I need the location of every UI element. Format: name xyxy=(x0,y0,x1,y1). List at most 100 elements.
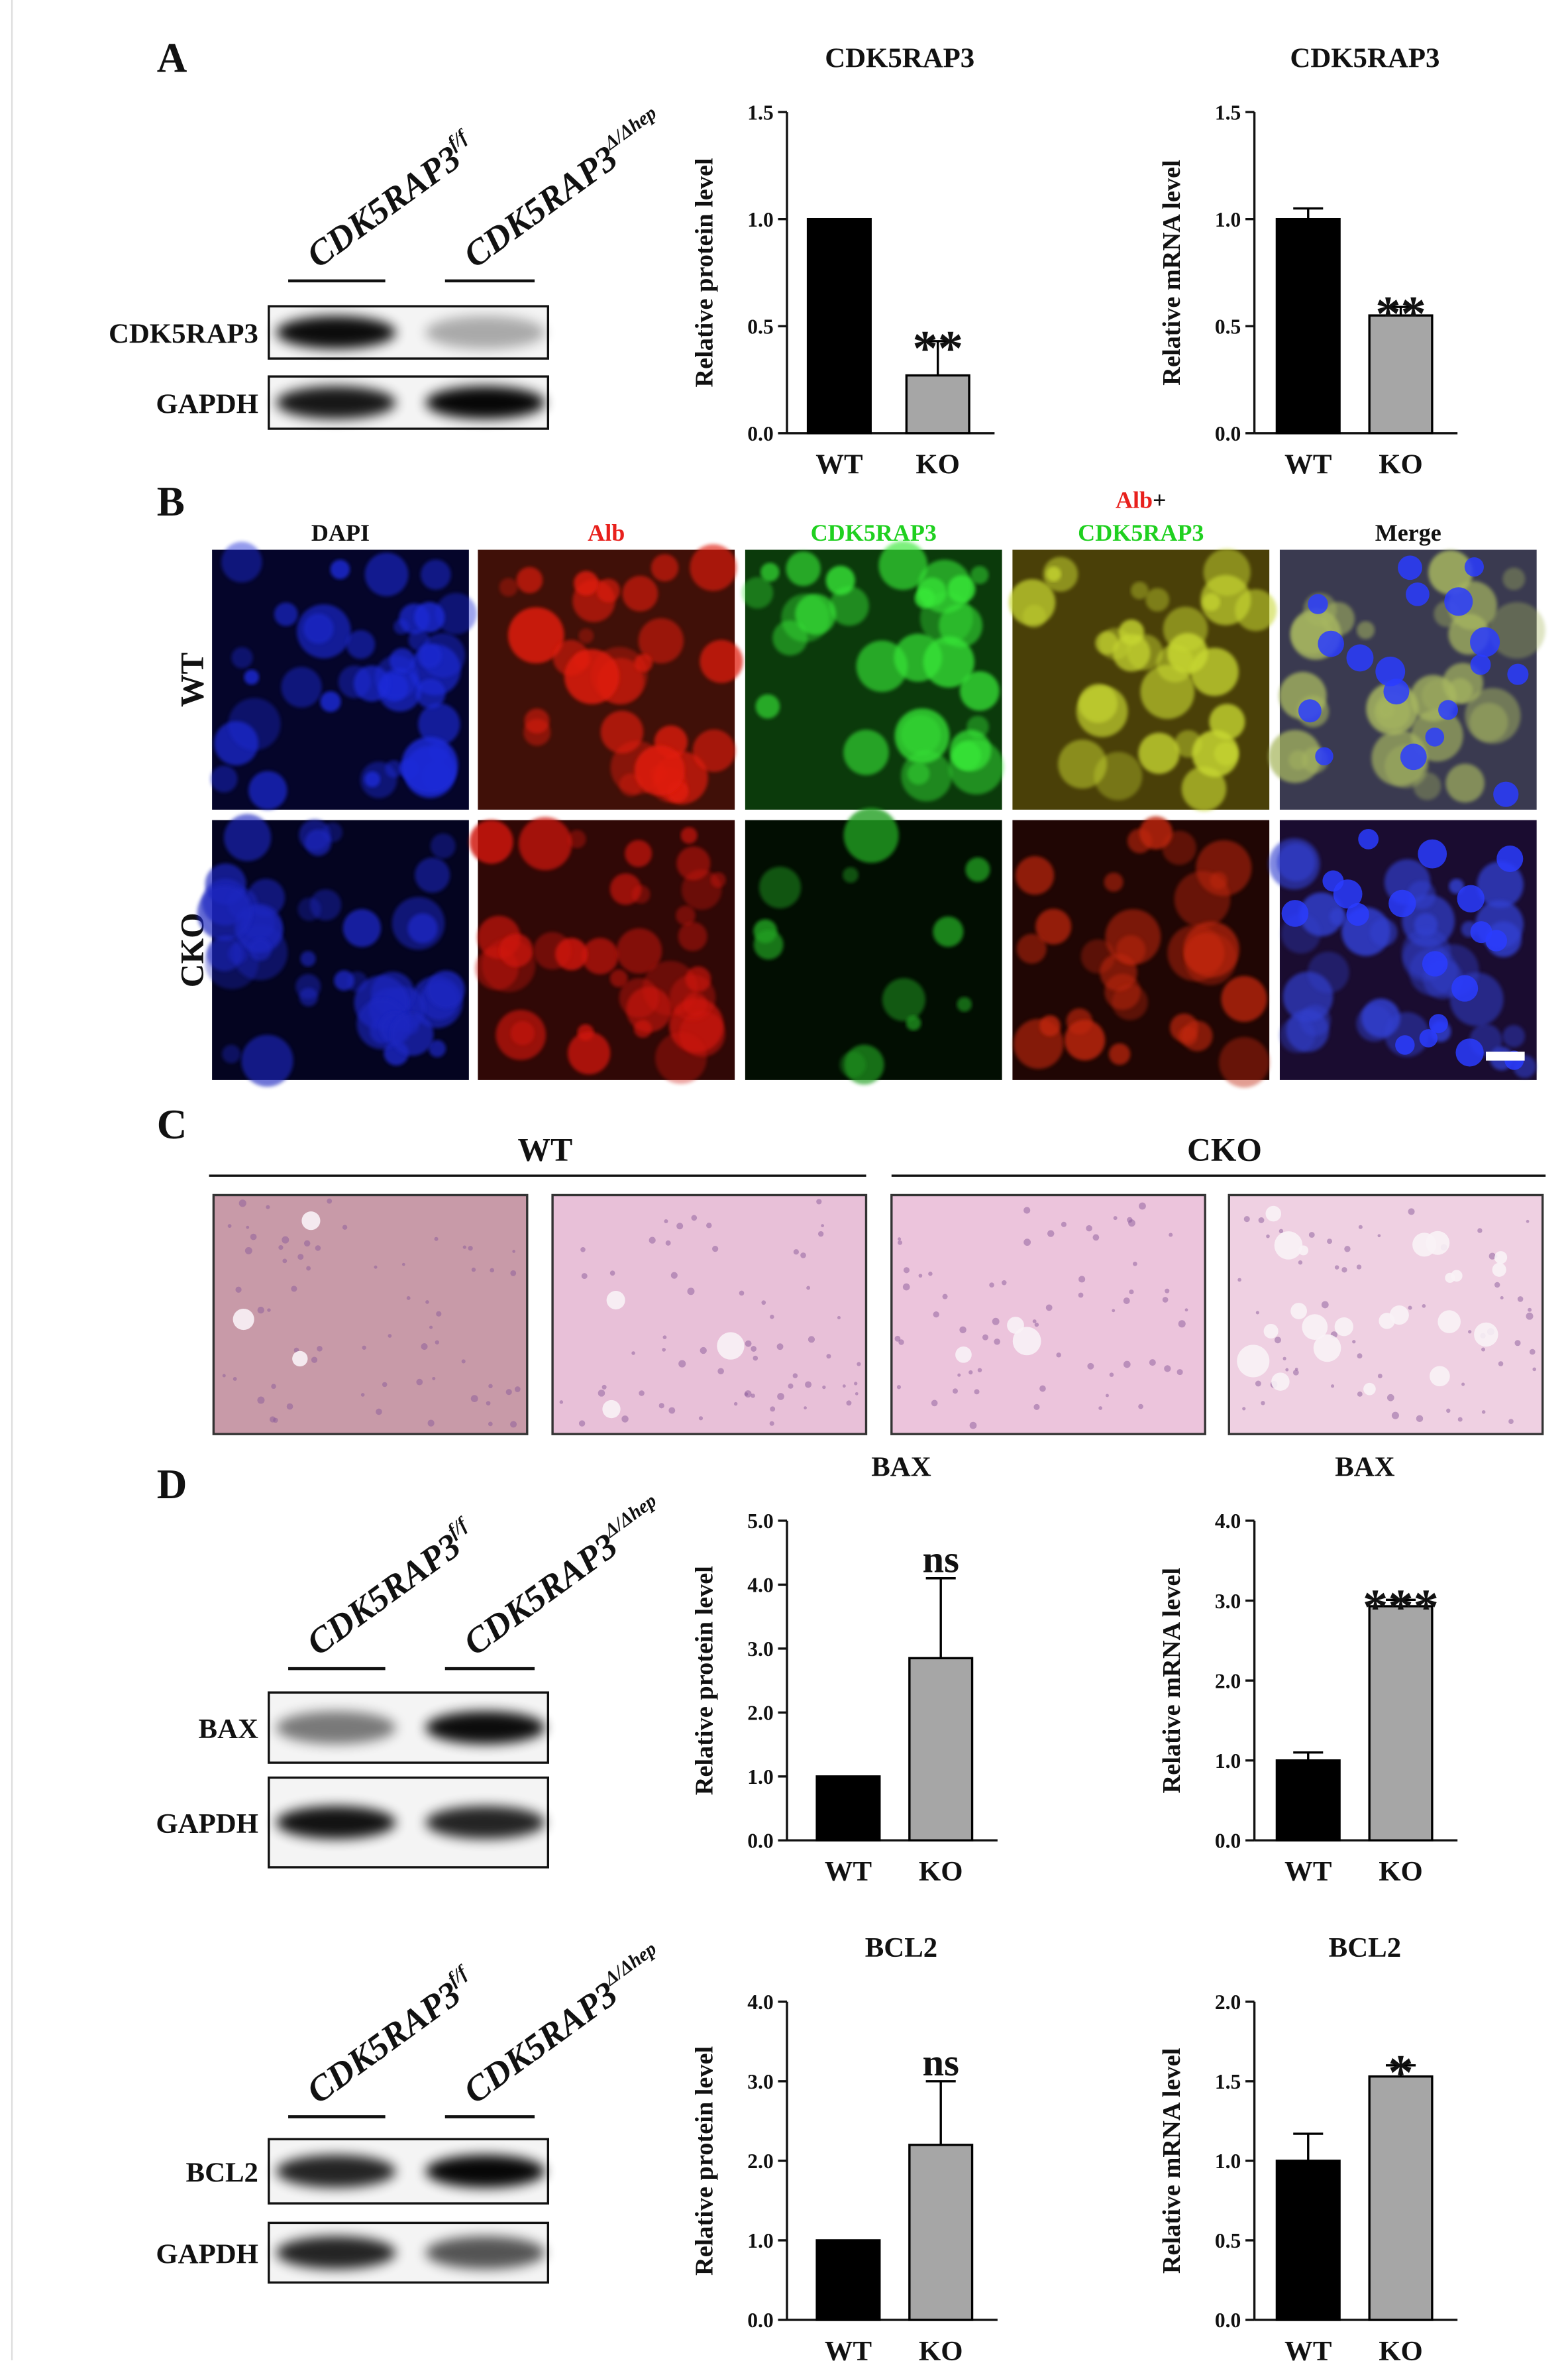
he-nucleus xyxy=(578,1420,586,1427)
he-nucleus xyxy=(505,1389,512,1396)
if-cell xyxy=(364,771,381,788)
he-nucleus xyxy=(1446,1408,1451,1413)
he-nucleus xyxy=(374,1265,378,1269)
if-cell xyxy=(248,938,272,961)
if-cell xyxy=(1105,908,1161,965)
if-cell xyxy=(330,559,350,580)
he-nucleus xyxy=(1109,1372,1114,1377)
he-nucleus xyxy=(1386,1394,1394,1401)
he-nucleus xyxy=(1086,1225,1092,1232)
panel-letter: A xyxy=(157,34,187,81)
if-cell xyxy=(228,698,281,751)
he-nucleus xyxy=(1133,1261,1137,1266)
if-cell xyxy=(760,563,780,582)
he-nucleus xyxy=(898,1339,904,1345)
he-nucleus xyxy=(436,1311,442,1317)
he-nucleus xyxy=(461,1359,466,1364)
he-nucleus xyxy=(739,1290,745,1296)
he-nucleus xyxy=(670,1272,678,1279)
if-cell xyxy=(299,987,318,1007)
if-cell xyxy=(248,771,287,810)
if-cell xyxy=(901,750,952,802)
he-nucleus xyxy=(1266,1234,1270,1238)
if-cell xyxy=(634,745,685,796)
he-nucleus xyxy=(282,1258,287,1264)
he-nucleus xyxy=(416,1378,423,1386)
he-nucleus xyxy=(1061,1221,1067,1227)
y-tick-label: 2.0 xyxy=(747,2150,773,2173)
he-nucleus xyxy=(401,1262,405,1266)
blot-row-label: GAPDH xyxy=(156,1808,258,1839)
blot-band xyxy=(425,386,545,419)
if-cell xyxy=(1489,602,1545,659)
bar xyxy=(1275,1759,1341,1842)
if-column-header: Merge xyxy=(1375,520,1441,546)
he-nucleus xyxy=(691,1215,698,1221)
if-cell xyxy=(1445,763,1485,803)
blot-row-label: BAX xyxy=(199,1714,258,1745)
if-cell xyxy=(507,607,564,664)
if-nucleus xyxy=(1419,1029,1438,1048)
if-cell xyxy=(415,679,446,709)
y-tick-label: 3.0 xyxy=(747,1637,773,1661)
he-nucleus xyxy=(1517,1296,1524,1302)
if-cell xyxy=(676,905,696,926)
if-cell xyxy=(1058,740,1107,789)
y-tick-label: 1.0 xyxy=(747,1765,773,1788)
he-nucleus xyxy=(362,1345,366,1350)
he-nucleus xyxy=(1098,1406,1102,1410)
he-nucleus xyxy=(266,1205,270,1209)
if-nucleus xyxy=(1507,663,1529,685)
he-nucleus xyxy=(601,1384,607,1390)
if-cell xyxy=(1035,908,1072,945)
he-nucleus xyxy=(1123,1360,1131,1368)
he-vacuole xyxy=(955,1346,972,1363)
he-nucleus xyxy=(1045,1304,1053,1311)
he-nucleus xyxy=(968,1370,973,1375)
he-vacuole xyxy=(1302,1314,1328,1341)
if-cell xyxy=(753,930,784,960)
if-cell xyxy=(582,938,619,975)
he-vacuole xyxy=(1474,1322,1498,1347)
he-nucleus xyxy=(246,1225,250,1229)
he-vacuole xyxy=(1437,1310,1461,1333)
significance-label: *** xyxy=(1363,1578,1439,1635)
if-cell xyxy=(429,1040,446,1058)
chart-title: BAX xyxy=(1335,1451,1394,1482)
y-tick-label: 2.0 xyxy=(1215,1991,1241,2014)
if-cell xyxy=(957,997,972,1012)
if-cell xyxy=(414,602,445,633)
y-axis-label: Relative protein level xyxy=(690,1566,718,1795)
if-cell xyxy=(1022,604,1046,628)
he-nucleus xyxy=(510,1421,517,1428)
if-cell xyxy=(392,897,445,950)
y-tick-label: 0.0 xyxy=(747,1830,773,1853)
he-nucleus xyxy=(432,1376,436,1380)
blot-band xyxy=(276,2236,396,2270)
y-tick-label: 1.0 xyxy=(747,208,773,231)
he-nucleus xyxy=(1282,1356,1286,1360)
if-nucleus xyxy=(1457,885,1485,913)
x-tick-label: WT xyxy=(815,449,862,480)
he-nucleus xyxy=(488,1421,493,1427)
he-nucleus xyxy=(510,1270,517,1276)
if-column-header: Alb+ xyxy=(1116,487,1167,514)
if-cell xyxy=(933,916,964,948)
if-nucleus xyxy=(1398,555,1422,580)
if-cell xyxy=(390,1013,434,1056)
he-nucleus xyxy=(1344,1246,1351,1252)
if-column-header: CDK5RAP3 xyxy=(811,520,937,546)
if-cell xyxy=(1108,1043,1131,1066)
if-cell xyxy=(959,671,1000,711)
he-nucleus xyxy=(581,1273,588,1280)
x-tick-label: WT xyxy=(825,2336,872,2361)
he-nucleus xyxy=(855,1392,859,1396)
significance-label: ** xyxy=(1375,286,1426,342)
he-nucleus xyxy=(793,1249,800,1255)
he-nucleus xyxy=(678,1360,686,1368)
he-nucleus xyxy=(559,1400,564,1404)
he-nucleus xyxy=(918,1274,923,1278)
he-nucleus xyxy=(902,1283,910,1291)
if-nucleus xyxy=(1318,630,1344,657)
if-cell xyxy=(516,567,543,594)
